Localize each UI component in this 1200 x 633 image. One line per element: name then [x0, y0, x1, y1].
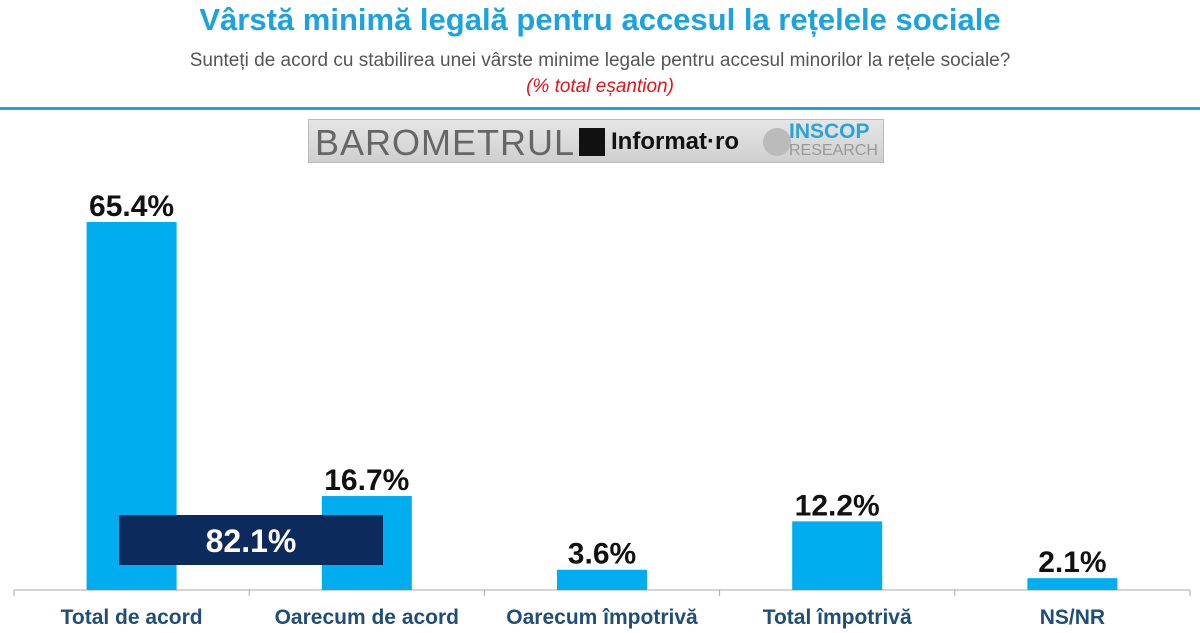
combined-total-box [119, 515, 383, 565]
bar [557, 569, 647, 590]
chart-subtitle: Sunteți de acord cu stabilirea unei vârs… [189, 50, 1011, 71]
inscop-icon [763, 128, 791, 156]
category-label: NS/NR [1040, 606, 1105, 629]
data-label: 65.4% [89, 190, 174, 223]
logo-informat: Informat·ro [611, 128, 739, 155]
logo-banner: BAROMETRUL Informat·ro INSCOP RESEARCH [308, 119, 884, 163]
data-label: 16.7% [324, 464, 409, 497]
data-label: 2.1% [1038, 546, 1106, 579]
bar [792, 521, 883, 590]
logo-barometrul: BAROMETRUL [315, 122, 576, 163]
informat-icon [579, 128, 605, 156]
divider [0, 107, 1200, 110]
combined-total-label: 82.1% [206, 523, 297, 559]
category-label: Oarecum împotrivă [506, 606, 698, 629]
category-label: Oarecum de acord [275, 606, 459, 629]
chart-note: (% total eșantion) [526, 76, 674, 97]
data-label: 12.2% [795, 489, 880, 522]
bar [1027, 578, 1118, 590]
category-label: Total de acord [61, 606, 203, 629]
data-label: 3.6% [568, 538, 636, 571]
logo-inscop: INSCOP RESEARCH [789, 120, 878, 159]
category-label: Total împotrivă [763, 606, 912, 629]
chart-title: Vârstă minimă legală pentru accesul la r… [199, 2, 1001, 37]
